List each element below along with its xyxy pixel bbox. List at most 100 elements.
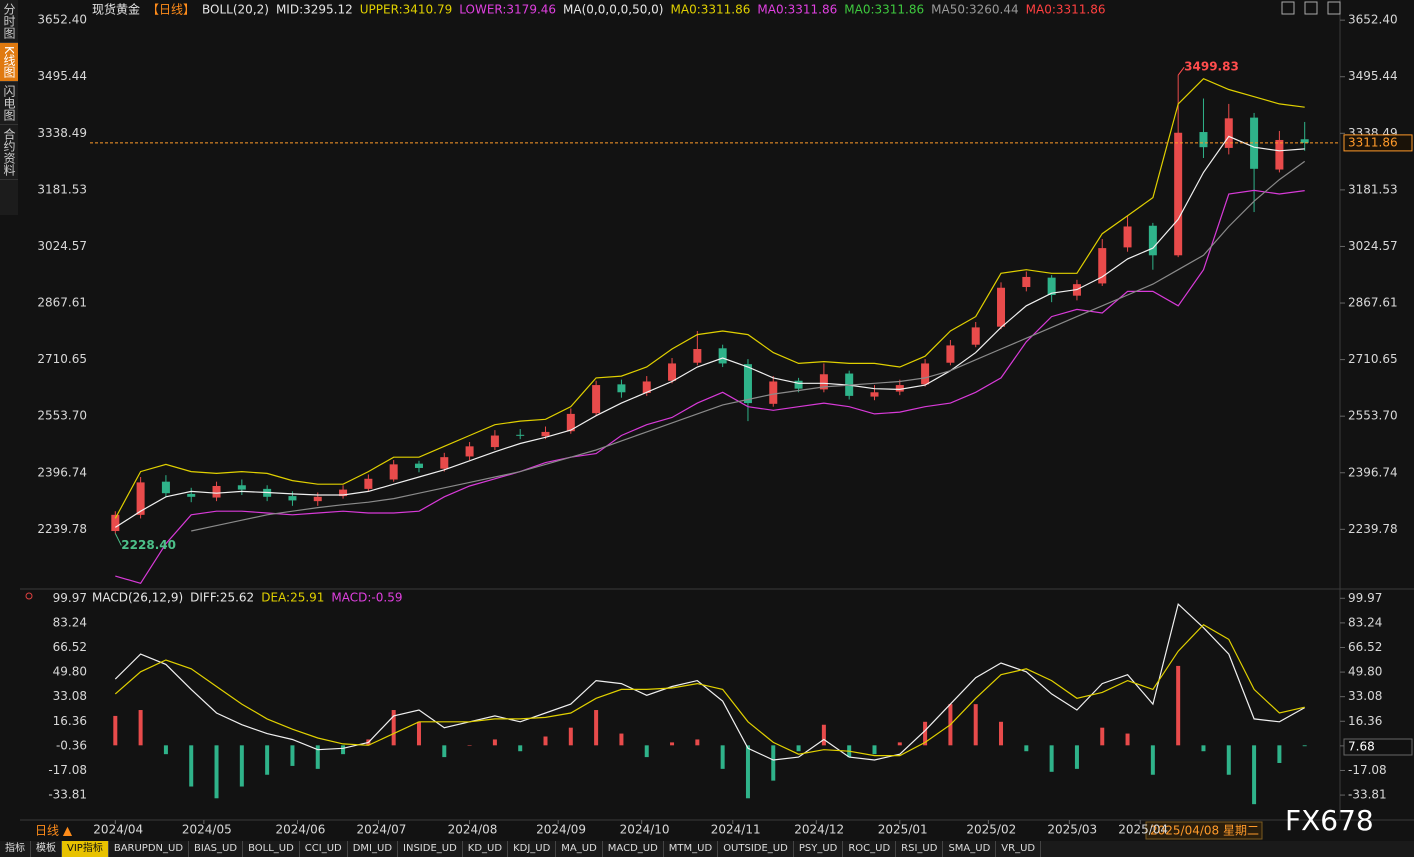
tab[interactable]: BARUPDN_UD — [109, 841, 190, 857]
tab[interactable]: VR_UD — [996, 841, 1042, 857]
tab[interactable]: MACD_UD — [603, 841, 664, 857]
tab[interactable]: DMI_UD — [348, 841, 399, 857]
macd-bar — [518, 745, 523, 752]
tab[interactable]: KD_UD — [463, 841, 509, 857]
candle-body — [490, 435, 499, 448]
candle-body — [212, 485, 221, 498]
macd-bar — [492, 739, 497, 746]
macd-bar — [189, 745, 194, 787]
side-tab[interactable]: 分时图 — [0, 0, 18, 43]
tab[interactable]: BOLL_UD — [243, 841, 300, 857]
y-tick-label: 66.52 — [1348, 640, 1382, 654]
macd-bar — [1201, 745, 1206, 752]
tab[interactable]: ROC_UD — [843, 841, 897, 857]
y-tick-label-left: 66.52 — [53, 640, 87, 654]
macd-bar — [568, 727, 573, 746]
tab[interactable]: KDJ_UD — [508, 841, 557, 857]
icon[interactable] — [1327, 1, 1341, 15]
y-tick-label-left: 83.24 — [53, 615, 87, 629]
macd-bar — [796, 745, 801, 752]
window-icons[interactable] — [1281, 1, 1341, 15]
candle-body — [364, 478, 373, 489]
last-price-label: 3311.86 — [1348, 135, 1398, 149]
candle-body — [1123, 226, 1132, 248]
candle-body — [718, 348, 727, 364]
macd-bar — [1252, 745, 1257, 805]
period-button[interactable]: 日线 ▲ — [35, 824, 73, 838]
tab[interactable]: CCI_UD — [300, 841, 348, 857]
y-tick-label: 3024.57 — [1348, 239, 1398, 253]
y-tick-label: 33.08 — [1348, 689, 1382, 703]
last-price-box — [1343, 134, 1413, 152]
tab[interactable]: 模板 — [31, 841, 62, 857]
macd-bar — [163, 745, 168, 755]
watermark: FX678 — [1285, 804, 1374, 837]
candle-body — [111, 514, 120, 532]
candle-body — [1275, 139, 1284, 170]
tab[interactable]: INSIDE_UD — [398, 841, 463, 857]
tab[interactable]: SMA_UD — [943, 841, 997, 857]
candle-body — [794, 380, 803, 389]
macd-bar — [695, 739, 700, 746]
tab[interactable]: OUTSIDE_UD — [718, 841, 794, 857]
sidebar: 分时图 K线图 闪电图 合约资料 — [0, 0, 18, 215]
series-line — [114, 135, 1305, 528]
y-tick-label: -33.81 — [1348, 788, 1387, 802]
y-tick-label-left: 33.08 — [53, 689, 87, 703]
icon[interactable] — [1304, 1, 1318, 15]
candle-body — [339, 489, 348, 497]
x-tick-label: 2024/12 — [794, 823, 844, 837]
y-tick-label-left: 3495.44 — [37, 69, 87, 83]
series-line — [114, 602, 1305, 761]
candle-body — [1047, 277, 1056, 295]
y-tick-label: -17.08 — [1348, 763, 1387, 777]
candle-body — [1022, 276, 1031, 288]
macd-bar — [1176, 665, 1181, 746]
side-tab[interactable]: 合约资料 — [0, 125, 18, 180]
tab[interactable]: MA_UD — [556, 841, 603, 857]
cursor-date-box — [1145, 821, 1263, 840]
candle-body — [1148, 225, 1157, 256]
tab[interactable]: RSI_UD — [896, 841, 944, 857]
tab[interactable]: PSY_UD — [794, 841, 844, 857]
candle-body — [440, 457, 449, 469]
y-tick-label-left: -33.81 — [48, 788, 87, 802]
tab[interactable]: BIAS_UD — [189, 841, 244, 857]
candle-body — [465, 446, 474, 457]
macd-bar — [720, 745, 725, 769]
header-item: MA0:3311.86 — [844, 3, 924, 17]
y-tick-label-left: 3652.40 — [37, 13, 87, 27]
macd-bar — [113, 715, 118, 746]
macd-bar — [973, 704, 978, 746]
macd-bar — [897, 742, 902, 746]
macd-bar — [594, 710, 599, 746]
macd-bar — [315, 745, 320, 769]
tab[interactable]: MTM_UD — [664, 841, 719, 857]
tab[interactable]: 指标 — [0, 841, 31, 857]
icon[interactable] — [1281, 1, 1295, 15]
candle-body — [161, 481, 170, 494]
x-tick-label: 2025/04 — [1118, 823, 1168, 837]
macd-bar — [138, 710, 143, 746]
candle-body — [1300, 139, 1309, 143]
x-tick-label: 2024/05 — [182, 823, 232, 837]
header-item: DIFF:25.62 — [190, 591, 254, 605]
x-tick-label: 2024/08 — [448, 823, 498, 837]
x-tick-label: 2024/04 — [93, 823, 143, 837]
header-item: MACD(26,12,9) — [92, 591, 183, 605]
tab[interactable]: VIP指标 — [62, 841, 109, 857]
macd-bar — [1302, 745, 1307, 747]
side-tab[interactable]: 闪电图 — [0, 82, 18, 125]
side-tab[interactable]: K线图 — [0, 43, 18, 82]
y-tick-label-left: 2553.70 — [37, 409, 87, 423]
y-tick-label-left: 49.80 — [53, 665, 87, 679]
y-tick-label-left: 2867.61 — [37, 296, 87, 310]
candle-body — [136, 482, 145, 515]
macd-bar — [341, 745, 346, 755]
candle-body — [895, 385, 904, 392]
header-item: BOLL(20,2) — [202, 3, 269, 17]
tab-bar: 指标 模板 VIP指标 BARUPDN_UD BIAS_UD BOLL_UD CCI_UD D… — [0, 841, 1414, 857]
macd-icon — [25, 592, 33, 600]
macd-bar — [442, 745, 447, 758]
y-tick-label: 2867.61 — [1348, 296, 1398, 310]
